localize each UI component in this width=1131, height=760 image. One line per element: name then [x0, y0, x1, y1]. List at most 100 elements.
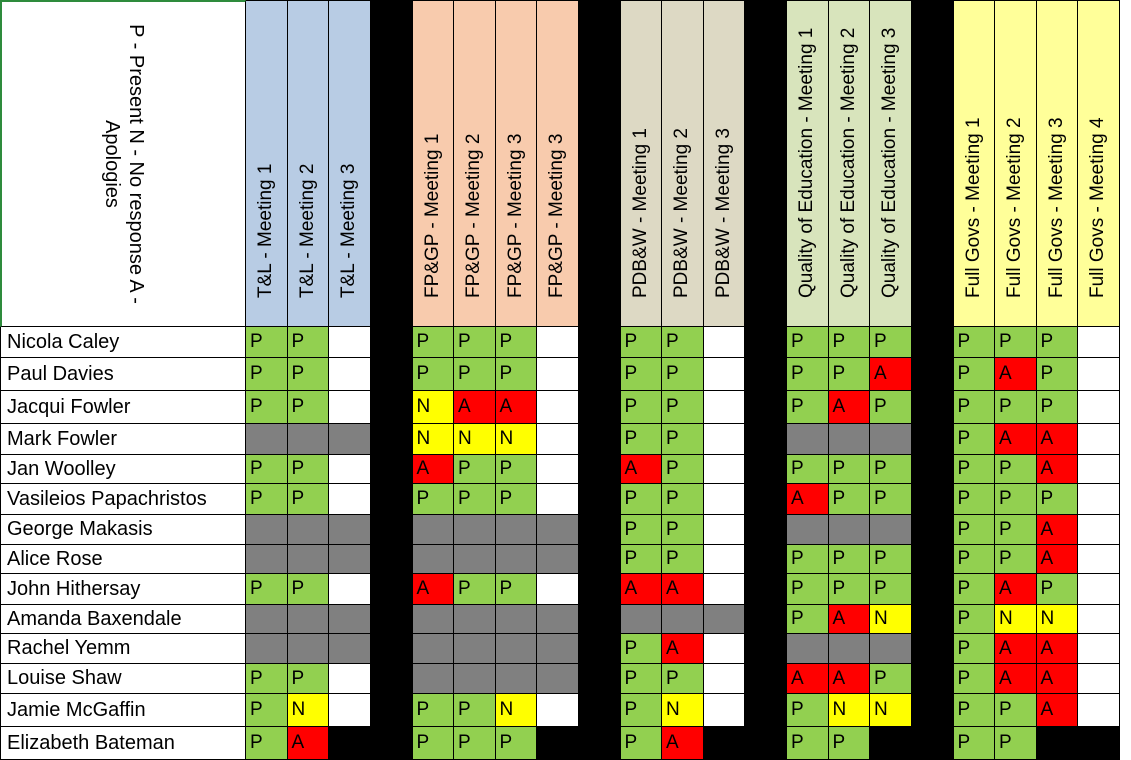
- attendance-cell[interactable]: P: [495, 727, 537, 760]
- attendance-cell[interactable]: P: [995, 391, 1037, 424]
- attendance-cell[interactable]: P: [620, 545, 662, 574]
- attendance-cell[interactable]: A: [412, 574, 454, 605]
- attendance-cell[interactable]: [537, 424, 579, 455]
- attendance-cell[interactable]: P: [287, 327, 329, 358]
- header-pd-3[interactable]: PDB&W - Meeting 3: [703, 0, 745, 327]
- attendance-cell[interactable]: P: [953, 515, 995, 545]
- attendance-cell[interactable]: [1078, 574, 1120, 605]
- attendance-cell[interactable]: P: [287, 455, 329, 484]
- attendance-cell[interactable]: P: [287, 391, 329, 424]
- attendance-cell[interactable]: P: [787, 574, 829, 605]
- row-name[interactable]: Elizabeth Bateman: [0, 727, 246, 760]
- attendance-cell[interactable]: P: [454, 574, 496, 605]
- attendance-cell[interactable]: A: [412, 455, 454, 484]
- attendance-cell[interactable]: N: [995, 605, 1037, 634]
- attendance-cell[interactable]: [1078, 664, 1120, 694]
- attendance-cell[interactable]: P: [953, 574, 995, 605]
- attendance-cell[interactable]: [1078, 515, 1120, 545]
- attendance-cell[interactable]: N: [1036, 605, 1078, 634]
- attendance-cell[interactable]: [412, 664, 454, 694]
- attendance-cell[interactable]: P: [953, 484, 995, 515]
- attendance-cell[interactable]: [287, 605, 329, 634]
- attendance-cell[interactable]: [246, 605, 288, 634]
- attendance-cell[interactable]: A: [1036, 634, 1078, 664]
- attendance-cell[interactable]: P: [287, 358, 329, 391]
- attendance-cell[interactable]: A: [1036, 424, 1078, 455]
- attendance-cell[interactable]: [287, 515, 329, 545]
- attendance-cell[interactable]: A: [828, 391, 870, 424]
- attendance-cell[interactable]: P: [870, 327, 912, 358]
- attendance-cell[interactable]: [662, 605, 704, 634]
- header-qe-1[interactable]: Quality of Education - Meeting 1: [787, 0, 829, 327]
- attendance-cell[interactable]: A: [828, 605, 870, 634]
- attendance-cell[interactable]: P: [953, 455, 995, 484]
- attendance-cell[interactable]: P: [995, 484, 1037, 515]
- attendance-cell[interactable]: [703, 515, 745, 545]
- attendance-cell[interactable]: P: [828, 574, 870, 605]
- attendance-cell[interactable]: P: [454, 327, 496, 358]
- attendance-cell[interactable]: P: [495, 455, 537, 484]
- attendance-cell[interactable]: [537, 484, 579, 515]
- attendance-cell[interactable]: A: [870, 358, 912, 391]
- attendance-cell[interactable]: P: [246, 455, 288, 484]
- attendance-cell[interactable]: P: [787, 327, 829, 358]
- attendance-cell[interactable]: P: [412, 694, 454, 727]
- attendance-cell[interactable]: [537, 727, 579, 760]
- attendance-cell[interactable]: P: [620, 424, 662, 455]
- attendance-cell[interactable]: A: [287, 727, 329, 760]
- attendance-cell[interactable]: [703, 605, 745, 634]
- attendance-cell[interactable]: P: [828, 455, 870, 484]
- attendance-cell[interactable]: P: [454, 358, 496, 391]
- row-name[interactable]: George Makasis: [0, 515, 246, 545]
- attendance-cell[interactable]: [537, 455, 579, 484]
- attendance-cell[interactable]: [412, 545, 454, 574]
- attendance-cell[interactable]: P: [995, 455, 1037, 484]
- attendance-cell[interactable]: P: [662, 455, 704, 484]
- attendance-cell[interactable]: P: [620, 484, 662, 515]
- attendance-cell[interactable]: P: [412, 327, 454, 358]
- attendance-cell[interactable]: [329, 605, 371, 634]
- attendance-cell[interactable]: P: [1036, 327, 1078, 358]
- attendance-cell[interactable]: [495, 545, 537, 574]
- attendance-cell[interactable]: P: [787, 605, 829, 634]
- attendance-cell[interactable]: A: [1036, 455, 1078, 484]
- attendance-cell[interactable]: P: [787, 694, 829, 727]
- attendance-cell[interactable]: P: [995, 545, 1037, 574]
- attendance-cell[interactable]: P: [412, 358, 454, 391]
- attendance-cell[interactable]: [703, 358, 745, 391]
- attendance-cell[interactable]: [537, 605, 579, 634]
- attendance-cell[interactable]: N: [495, 694, 537, 727]
- attendance-cell[interactable]: A: [995, 664, 1037, 694]
- attendance-cell[interactable]: [703, 545, 745, 574]
- attendance-cell[interactable]: N: [287, 694, 329, 727]
- attendance-cell[interactable]: P: [246, 484, 288, 515]
- attendance-cell[interactable]: [1078, 455, 1120, 484]
- attendance-cell[interactable]: P: [995, 694, 1037, 727]
- attendance-cell[interactable]: [246, 424, 288, 455]
- header-fp-4[interactable]: FP&GP - Meeting 3: [537, 0, 579, 327]
- attendance-cell[interactable]: P: [787, 358, 829, 391]
- attendance-cell[interactable]: P: [246, 391, 288, 424]
- attendance-cell[interactable]: P: [662, 664, 704, 694]
- attendance-cell[interactable]: P: [495, 484, 537, 515]
- attendance-cell[interactable]: P: [662, 327, 704, 358]
- attendance-cell[interactable]: P: [870, 664, 912, 694]
- attendance-cell[interactable]: [537, 664, 579, 694]
- attendance-cell[interactable]: P: [495, 327, 537, 358]
- row-name[interactable]: Jacqui Fowler: [0, 391, 246, 424]
- attendance-cell[interactable]: [1078, 391, 1120, 424]
- header-fg-2[interactable]: Full Govs - Meeting 2: [995, 0, 1037, 327]
- attendance-cell[interactable]: [1078, 327, 1120, 358]
- attendance-cell[interactable]: P: [662, 515, 704, 545]
- attendance-cell[interactable]: P: [495, 574, 537, 605]
- attendance-cell[interactable]: [1078, 358, 1120, 391]
- attendance-cell[interactable]: P: [662, 358, 704, 391]
- attendance-cell[interactable]: [537, 358, 579, 391]
- attendance-cell[interactable]: [329, 694, 371, 727]
- attendance-cell[interactable]: [1078, 634, 1120, 664]
- row-name[interactable]: Nicola Caley: [0, 327, 246, 358]
- attendance-cell[interactable]: [412, 515, 454, 545]
- attendance-cell[interactable]: A: [787, 484, 829, 515]
- row-name[interactable]: Paul Davies: [0, 358, 246, 391]
- attendance-cell[interactable]: P: [953, 605, 995, 634]
